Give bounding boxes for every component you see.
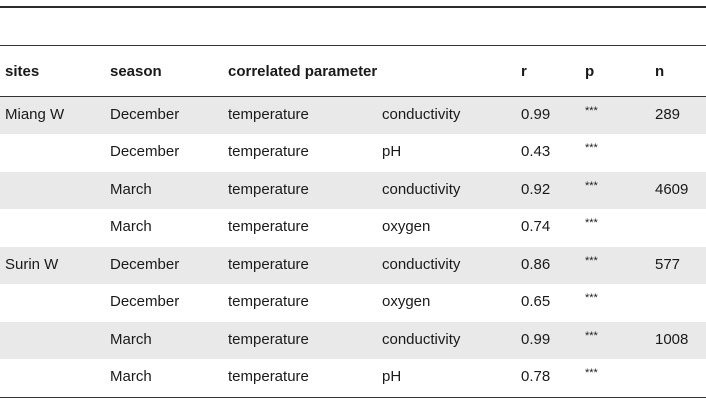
cell-param2: pH [382,368,402,385]
cell-r: 0.99 [521,106,551,123]
cell-p: *** [585,292,598,304]
cell-p: *** [585,180,598,192]
cell-n: 577 [655,256,681,273]
header-p: p [585,63,595,80]
cell-param2: conductivity [382,181,461,198]
table-row: March temperature pH 0.78 *** [0,359,706,396]
header-season: season [110,63,162,80]
cell-r: 0.65 [521,293,551,310]
cell-r: 0.43 [521,143,551,160]
cell-season: December [110,256,180,273]
cell-param1: temperature [228,106,309,123]
cell-param1: temperature [228,256,309,273]
cell-season: December [110,106,180,123]
cell-r: 0.92 [521,181,551,198]
cell-site: Surin W [5,256,59,273]
header-correlated-parameter: correlated parameter [228,63,378,80]
cell-site: Miang W [5,106,65,123]
cell-param2: conductivity [382,106,461,123]
cell-param2: conductivity [382,331,461,348]
cell-season: March [110,331,152,348]
table-row: March temperature oxygen 0.74 *** [0,209,706,246]
cell-r: 0.99 [521,331,551,348]
cell-param1: temperature [228,218,309,235]
cell-n: 289 [655,106,681,123]
cell-param2: oxygen [382,293,431,310]
table-row: March temperature conductivity 0.99 *** … [0,322,706,359]
header-sites: sites [5,63,40,80]
cell-season: December [110,143,180,160]
cell-param1: temperature [228,293,309,310]
table-bottom-rule [0,397,706,398]
cell-n: 1008 [655,331,689,348]
table-row: December temperature oxygen 0.65 *** [0,284,706,321]
cell-param2: oxygen [382,218,431,235]
cell-param1: temperature [228,331,309,348]
table-row: Miang W December temperature conductivit… [0,97,706,134]
table-top-rule [0,6,706,8]
table-row: March temperature conductivity 0.92 *** … [0,172,706,209]
cell-param1: temperature [228,181,309,198]
cell-param2: conductivity [382,256,461,273]
cell-param2: pH [382,143,402,160]
cell-p: *** [585,217,598,229]
cell-p: *** [585,142,598,154]
cell-p: *** [585,367,598,379]
table-row: Surin W December temperature conductivit… [0,247,706,284]
table-row: December temperature pH 0.43 *** [0,134,706,171]
header-bottom-rule [0,96,706,97]
cell-p: *** [585,255,598,267]
cell-r: 0.78 [521,368,551,385]
cell-param1: temperature [228,368,309,385]
cell-p: *** [585,330,598,342]
cell-p: *** [585,105,598,117]
cell-r: 0.74 [521,218,551,235]
cell-season: March [110,368,152,385]
header-top-rule [0,45,706,46]
table-header: sites season correlated parameter r p n [0,46,706,96]
cell-season: December [110,293,180,310]
cell-season: March [110,218,152,235]
header-r: r [521,63,527,80]
cell-season: March [110,181,152,198]
cell-param1: temperature [228,143,309,160]
header-n: n [655,63,665,80]
cell-n: 4609 [655,181,689,198]
cell-r: 0.86 [521,256,551,273]
